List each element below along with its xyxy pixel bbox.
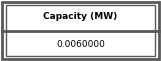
Text: Capacity (MW): Capacity (MW) (43, 12, 118, 21)
Bar (6, 5, 155, 56)
Text: 0.0060000: 0.0060000 (56, 40, 105, 49)
